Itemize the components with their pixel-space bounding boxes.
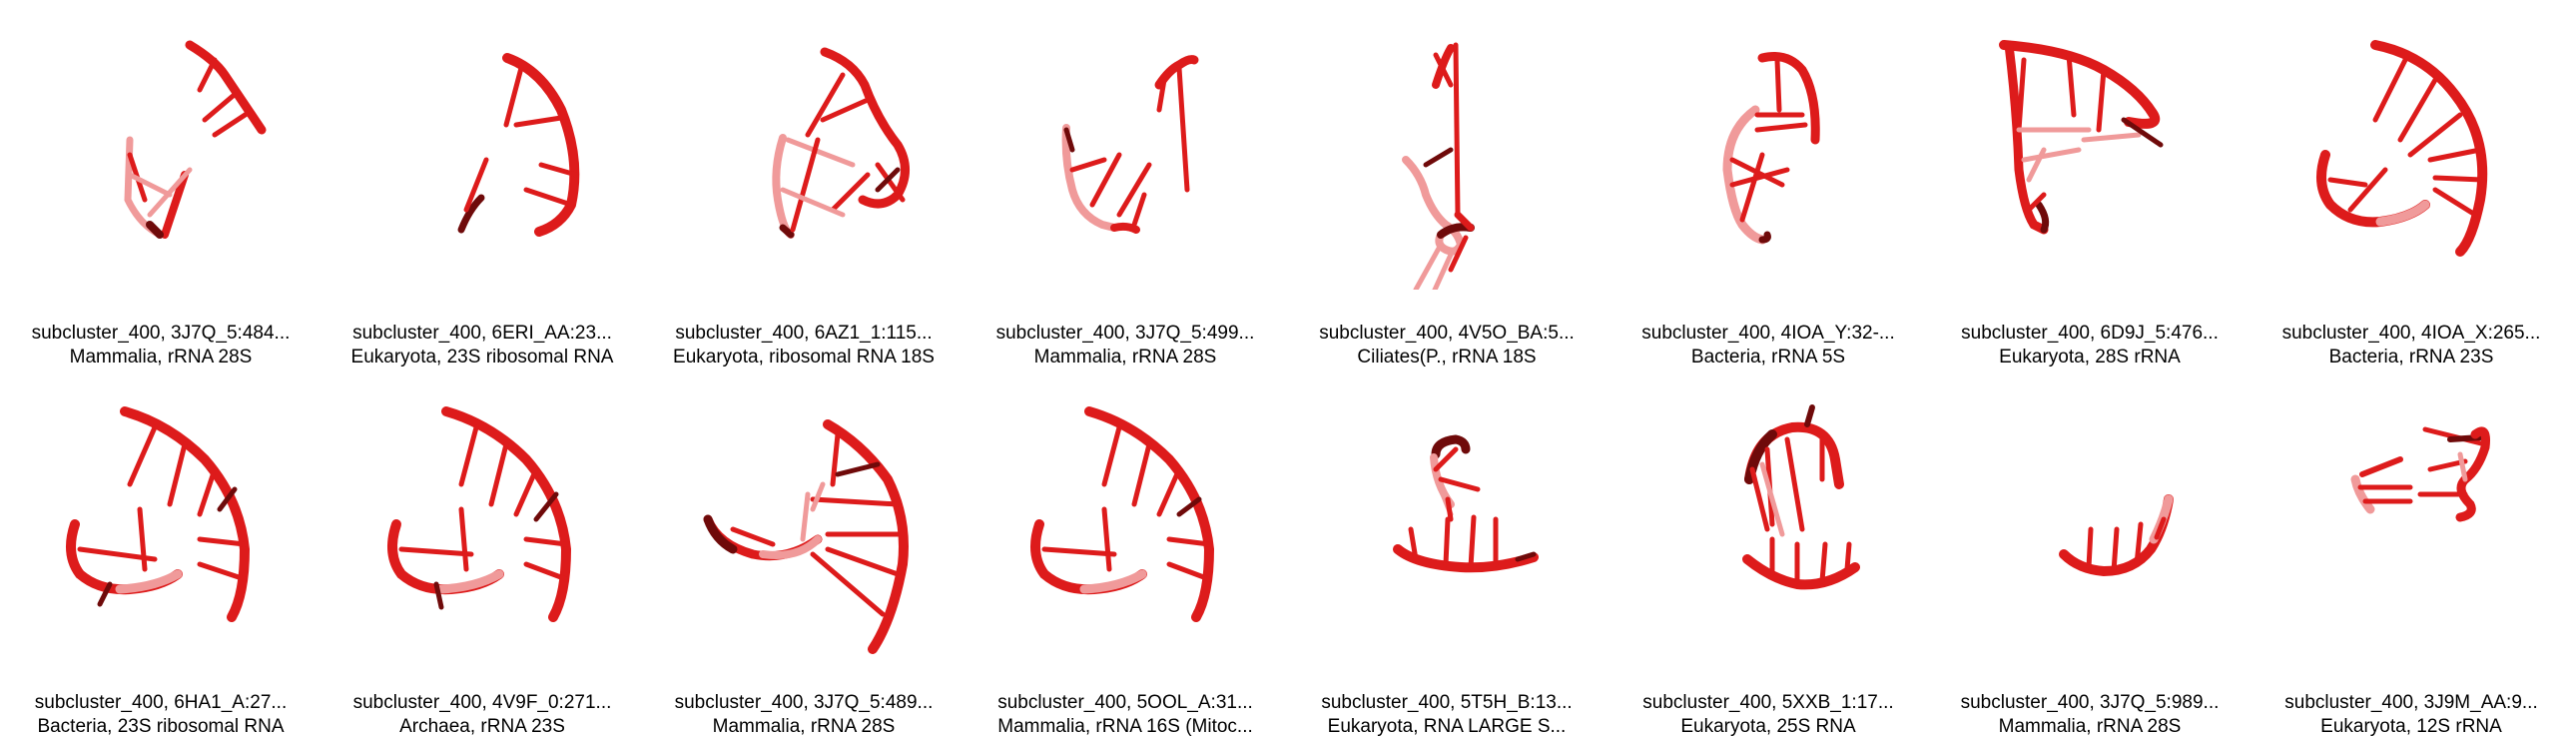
thumbnail-1[interactable]: subcluster_400, 3J7Q_5:484... Mammalia, …	[0, 0, 322, 370]
thumbnail-title: subcluster_400, 3J7Q_5:499...	[995, 323, 1255, 344]
thumbnail-subtitle: Eukaryota, 23S ribosomal RNA	[350, 347, 614, 368]
thumbnail-title: subcluster_400, 3J7Q_5:484...	[31, 323, 291, 344]
thumbnail-13[interactable]: subcluster_400, 5T5H_B:13... Eukaryota, …	[1286, 370, 1608, 739]
thumbnail-title: subcluster_400, 4V9F_0:271...	[352, 692, 612, 713]
rna-structure-image	[124, 40, 267, 239]
rna-structure-image	[457, 53, 580, 237]
thumbnail-6[interactable]: subcluster_400, 4IOA_Y:32-... Bacteria, …	[1608, 0, 1929, 370]
thumbnail-12[interactable]: subcluster_400, 5OOL_A:31... Mammalia, r…	[965, 370, 1286, 739]
rna-structure-image	[1393, 434, 1539, 573]
rna-structure-image	[2350, 426, 2490, 522]
thumbnail-title: subcluster_400, 3J7Q_5:989...	[1960, 692, 2220, 713]
rna-structure-image	[1722, 52, 1820, 245]
thumbnail-title: subcluster_400, 4IOA_X:265...	[2281, 323, 2541, 344]
thumbnail-15[interactable]: subcluster_400, 3J7Q_5:989... Mammalia, …	[1929, 370, 2251, 739]
thumbnail-subtitle: Archaea, rRNA 23S	[399, 716, 565, 737]
rna-structure-image	[1402, 42, 1475, 290]
thumbnail-subtitle: Bacteria, rRNA 5S	[1690, 347, 1846, 368]
thumbnail-title: subcluster_400, 5OOL_A:31...	[997, 692, 1253, 713]
rna-structure-image	[703, 419, 909, 654]
thumbnail-4[interactable]: subcluster_400, 3J7Q_5:499... Mammalia, …	[965, 0, 1286, 370]
thumbnail-subtitle: Bacteria, rRNA 23S	[2328, 347, 2494, 368]
rna-structure-image	[772, 47, 910, 239]
thumbnail-title: subcluster_400, 4V5O_BA:5...	[1319, 323, 1575, 344]
thumbnail-title: subcluster_400, 5T5H_B:13...	[1321, 692, 1573, 713]
thumbnail-2[interactable]: subcluster_400, 6ERI_AA:23... Eukaryota,…	[322, 0, 643, 370]
thumbnail-subtitle: Bacteria, 23S ribosomal RNA	[37, 716, 285, 737]
rna-structure-image	[2316, 40, 2488, 257]
rna-structure-image	[2059, 494, 2174, 577]
thumbnail-16[interactable]: subcluster_400, 3J9M_AA:9... Eukaryota, …	[2251, 370, 2572, 739]
thumbnail-title: subcluster_400, 6D9J_5:476...	[1961, 323, 2219, 344]
thumbnail-8[interactable]: subcluster_400, 4IOA_X:265... Bacteria, …	[2251, 0, 2572, 370]
thumbnail-3[interactable]: subcluster_400, 6AZ1_1:115... Eukaryota,…	[643, 0, 965, 370]
thumbnail-subtitle: Mammalia, rRNA 16S (Mitoc...	[997, 716, 1253, 737]
thumbnail-7[interactable]: subcluster_400, 6D9J_5:476... Eukaryota,…	[1929, 0, 2251, 370]
thumbnail-subtitle: Mammalia, rRNA 28S	[69, 347, 253, 368]
rna-structure-image	[66, 406, 251, 622]
thumbnail-9[interactable]: subcluster_400, 6HA1_A:27... Bacteria, 2…	[0, 370, 322, 739]
thumbnail-11[interactable]: subcluster_400, 3J7Q_5:489... Mammalia, …	[643, 370, 965, 739]
rna-structure-image	[1061, 55, 1199, 234]
rna-structure-image	[1999, 40, 2164, 235]
thumbnail-subtitle: Eukaryota, 12S rRNA	[2320, 716, 2502, 737]
thumbnail-title: subcluster_400, 4IOA_Y:32-...	[1641, 323, 1895, 344]
rna-structure-image	[387, 406, 572, 622]
thumbnail-title: subcluster_400, 3J7Q_5:489...	[674, 692, 934, 713]
rna-structure-image	[1742, 404, 1860, 590]
thumbnail-title: subcluster_400, 3J9M_AA:9...	[2284, 692, 2538, 713]
thumbnail-subtitle: Mammalia, rRNA 28S	[1998, 716, 2182, 737]
thumbnail-title: subcluster_400, 6HA1_A:27...	[34, 692, 288, 713]
thumbnail-subtitle: Eukaryota, 28S rRNA	[1999, 347, 2181, 368]
thumbnail-title: subcluster_400, 6ERI_AA:23...	[352, 323, 612, 344]
thumbnail-subtitle: Mammalia, rRNA 28S	[1033, 347, 1217, 368]
thumbnail-14[interactable]: subcluster_400, 5XXB_1:17... Eukaryota, …	[1608, 370, 1929, 739]
thumbnail-subtitle: Mammalia, rRNA 28S	[712, 716, 896, 737]
rna-structure-image	[1030, 406, 1215, 622]
thumbnail-10[interactable]: subcluster_400, 4V9F_0:271... Archaea, r…	[322, 370, 643, 739]
thumbnail-title: subcluster_400, 6AZ1_1:115...	[675, 323, 933, 344]
thumbnail-subtitle: Eukaryota, RNA LARGE S...	[1327, 716, 1567, 737]
thumbnail-subtitle: Eukaryota, ribosomal RNA 18S	[673, 347, 935, 368]
thumbnail-subtitle: Eukaryota, 25S RNA	[1680, 716, 1856, 737]
thumbnail-5[interactable]: subcluster_400, 4V5O_BA:5... Ciliates(P.…	[1286, 0, 1608, 370]
thumbnail-title: subcluster_400, 5XXB_1:17...	[1642, 692, 1894, 713]
thumbnail-subtitle: Ciliates(P., rRNA 18S	[1357, 347, 1537, 368]
